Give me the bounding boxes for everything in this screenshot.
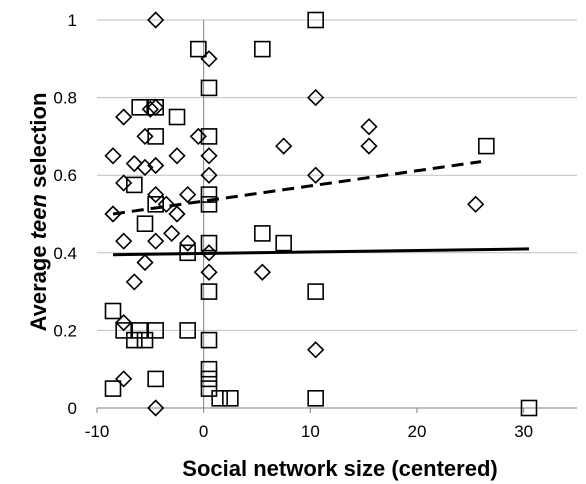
diamond-point: [104, 147, 122, 165]
diamond-point: [147, 11, 165, 29]
trend-lines: [112, 160, 530, 257]
diamond-point: [136, 253, 154, 272]
square-point: [126, 176, 143, 194]
square-point: [200, 196, 218, 213]
x-tick-label: 10: [301, 422, 320, 441]
y-tick-label: 0.2: [53, 321, 77, 340]
x-tick-label: -10: [85, 422, 110, 441]
x-tick-label: 0: [199, 422, 208, 441]
square-point: [222, 389, 239, 407]
square-point: [200, 234, 218, 252]
diamond-point: [136, 158, 154, 177]
diamond-point: [115, 108, 133, 126]
gridlines: [97, 19, 577, 331]
square-point: [307, 389, 324, 407]
y-tick-label: 0.8: [53, 89, 77, 108]
diamond-point: [360, 137, 378, 155]
square-point: [478, 137, 495, 155]
y-tick-label: 0.6: [53, 166, 77, 185]
x-tick-label: 30: [514, 422, 533, 441]
square-point: [200, 360, 218, 378]
square-point: [179, 244, 196, 262]
square-point: [307, 283, 324, 300]
square-point: [190, 40, 207, 58]
diamond-point: [168, 205, 186, 223]
square-point: [131, 99, 148, 116]
square-point: [147, 128, 164, 145]
diamond-point: [104, 205, 122, 223]
y-axis-title-prefix: Average: [26, 239, 51, 331]
diamond-point: [307, 166, 325, 184]
square-point: [200, 380, 218, 397]
square-point: [147, 196, 164, 213]
diamond-point: [147, 399, 165, 417]
square-point: [254, 225, 271, 242]
x-axis-title: Social network size (centered): [182, 456, 497, 481]
y-axis-title: Average teen selection: [26, 93, 51, 332]
diamond-point: [115, 174, 133, 192]
diamond-point: [168, 147, 186, 165]
diamond-point: [125, 273, 143, 291]
square-point: [200, 283, 218, 300]
diamond-point: [360, 118, 378, 136]
x-tick-label: 20: [408, 422, 427, 441]
tick-labels: 0 0.2 0.4 0.6 0.8 1 -10 0 10 20 30: [53, 11, 533, 441]
diamond-point: [179, 234, 197, 252]
square-point: [147, 322, 164, 339]
square-point: [136, 215, 154, 232]
diamond-point: [307, 88, 325, 107]
diamond-point: [147, 185, 165, 204]
y-tick-label: 0: [68, 399, 77, 418]
axes: [96, 20, 577, 413]
y-tick-label: 0.4: [53, 244, 77, 263]
diamond-point: [115, 314, 133, 332]
square-point: [147, 99, 164, 116]
diamond-point: [125, 154, 143, 173]
diamond-point: [200, 263, 218, 281]
y-tick-label: 1: [68, 11, 77, 30]
diamond-point: [115, 370, 133, 388]
square-point: [104, 380, 122, 397]
diamond-point: [157, 195, 175, 213]
square-point: [200, 370, 218, 388]
diamond-point: [200, 147, 218, 165]
dashed-trend-line: [112, 160, 482, 216]
square-point: [211, 389, 228, 407]
diamond-point: [147, 232, 165, 250]
diamond-point: [189, 127, 207, 146]
square-point: [200, 331, 218, 349]
diamond-point: [115, 232, 133, 250]
diamond-point: [147, 156, 165, 175]
square-point: [168, 108, 186, 126]
square-point: [254, 40, 271, 58]
solid-trend-line: [112, 247, 530, 257]
y-axis-title-emphasis: teen: [26, 194, 51, 239]
diamond-point: [253, 263, 271, 281]
y-axis-title-suffix: selection: [26, 93, 51, 194]
diamond-point: [179, 185, 197, 204]
square-point: [131, 322, 148, 339]
diamond-point: [163, 224, 181, 243]
square-point: [104, 302, 122, 320]
diamond-point: [467, 195, 485, 213]
square-point: [200, 79, 218, 97]
square-point: [126, 331, 143, 349]
square-point: [147, 370, 164, 388]
square-point: [136, 331, 154, 349]
diamond-point: [141, 100, 159, 118]
diamond-point: [275, 137, 293, 155]
square-point: [200, 186, 218, 203]
diamond-point: [307, 341, 325, 359]
data-points: [104, 11, 538, 417]
square-point: [307, 11, 324, 29]
diamond-point: [200, 166, 218, 184]
square-point: [520, 399, 538, 417]
square-point: [275, 234, 292, 252]
square-point: [179, 322, 196, 339]
square-point: [200, 128, 218, 145]
diamond-point: [136, 127, 154, 146]
square-point: [115, 322, 132, 339]
